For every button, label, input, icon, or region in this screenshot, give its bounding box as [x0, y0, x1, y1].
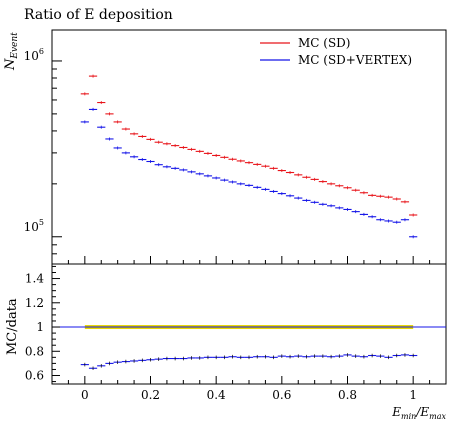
x-tick-label: 0 — [81, 388, 89, 402]
ratio-y-tick-label: 1.2 — [25, 296, 44, 310]
legend: MC (SD) MC (SD+VERTEX) — [260, 36, 412, 67]
x-axis-label-a-sub: min — [401, 412, 416, 421]
x-tick-label: 0.4 — [207, 388, 226, 402]
x-axis-label-a: E — [391, 405, 401, 419]
ratio-y-tick-label: 1 — [36, 320, 44, 334]
main-y-tick-label-1e6-exp: 6 — [39, 47, 44, 56]
main-y-tick-label-1e5: 105 — [24, 218, 44, 234]
ratio-series-layer — [80, 353, 418, 371]
series-mc-sd-vertex — [80, 107, 418, 239]
ratio-y-tick-label: 1.4 — [25, 272, 44, 286]
series-ratio-0 — [80, 353, 418, 371]
main-y-tick-label-1e6-base: 10 — [24, 49, 39, 63]
x-tick-label: 0.6 — [272, 388, 291, 402]
x-axis-label-b: E — [419, 405, 429, 419]
ratio-plot-frame — [51, 263, 447, 385]
series-mc-sd — [80, 74, 418, 217]
ratio-x-tick-labels: 0 0.2 0.4 0.6 0.8 1 — [81, 388, 417, 402]
x-tick-label: 1 — [409, 388, 417, 402]
x-tick-label: 0.2 — [141, 388, 160, 402]
main-y-tick-labels: 106 105 — [24, 47, 44, 234]
main-axis-ticks — [51, 60, 447, 265]
main-series-layer — [80, 74, 418, 239]
x-axis-label-b-sub: max — [429, 412, 446, 421]
ratio-uncertainty-band-layer — [52, 325, 446, 330]
legend-label-mc-sd-vertex: MC (SD+VERTEX) — [298, 53, 412, 67]
ratio-y-tick-label: 0.6 — [25, 369, 44, 383]
chart-title: Ratio of E deposition — [24, 7, 173, 23]
legend-label-mc-sd: MC (SD) — [298, 36, 351, 50]
main-y-tick-label-1e5-exp: 5 — [39, 218, 44, 227]
main-y-axis-label: NEvent — [3, 32, 20, 71]
ratio-axis-ticks — [51, 265, 447, 384]
main-y-axis-label-sub: Event — [10, 32, 20, 60]
x-axis-label-sep: / — [415, 405, 422, 419]
ratio-y-tick-labels: 0.6 0.8 1 1.2 1.4 — [25, 272, 44, 383]
ratio-y-axis-label: MC/data — [5, 298, 20, 355]
x-tick-label: 0.8 — [338, 388, 357, 402]
main-y-tick-label-1e6: 106 — [24, 47, 44, 63]
ratio-y-tick-label: 0.8 — [25, 344, 44, 358]
main-y-tick-label-1e5-base: 10 — [24, 220, 39, 234]
x-axis-label: Emin/Emax — [391, 405, 446, 421]
main-y-axis-label-main: N — [3, 58, 18, 71]
